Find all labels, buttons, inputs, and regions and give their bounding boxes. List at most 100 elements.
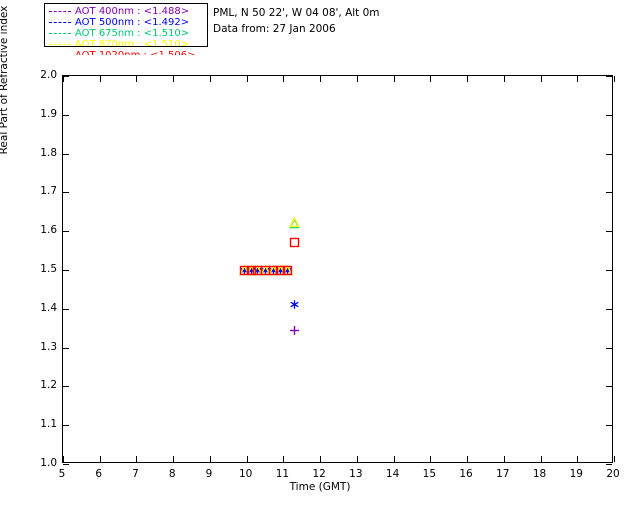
y-axis-tick [63,231,69,233]
x-axis-tick [99,456,101,462]
x-axis-tick-top [503,76,505,82]
y-axis-tick-label: 1.1 [40,418,57,431]
x-axis-tick-top [430,76,432,82]
y-axis-tick-label: 1.9 [40,107,57,120]
y-axis-tick-right [606,231,612,233]
x-axis-tick-top [99,76,101,82]
data-point-aot-500nm [289,299,300,310]
plot-frame [62,75,615,465]
x-axis-tick-label: 11 [275,468,290,480]
y-axis-tick [63,347,69,349]
x-axis-tick [63,456,64,462]
x-axis-tick-label: 18 [532,468,547,480]
y-axis-tick [63,153,69,155]
x-axis-tick-top [209,76,211,82]
y-axis-tick-right [606,464,612,465]
data-point-aot-870nm [288,216,300,228]
y-axis-tick-right [606,308,612,310]
data-point-aot-400nm [289,325,300,336]
x-axis-tick [467,456,469,462]
x-axis-tick-label: 20 [606,468,620,480]
y-axis-tick-right [606,270,612,271]
x-axis-title: Time (GMT) [289,481,351,493]
x-axis-tick [209,456,211,462]
x-axis-tick [577,456,579,462]
y-axis-tick-label: 1.2 [40,379,57,392]
legend-item-675nm: AOT 675nm : <1.510> [45,28,207,39]
y-axis-tick [63,270,69,271]
y-axis-tick [63,464,69,465]
data-point-aot-1020nm [239,265,250,276]
x-axis-tick-top [63,76,64,82]
x-axis-tick-top [356,76,358,82]
legend-item-label: AOT 870nm : <1.510> [75,39,190,47]
x-axis-tick [503,456,505,462]
legend-item-label: AOT 1020nm : <1.506> [75,50,195,55]
legend-item-500nm: AOT 500nm : <1.492> [45,17,207,28]
x-axis-tick-label: 13 [349,468,363,480]
legend-line-swatch-icon [49,11,71,12]
y-axis-tick-right [606,153,612,155]
x-axis-tick [393,456,395,462]
x-axis-tick-top [320,76,322,82]
data-point-aot-1020nm [246,265,257,276]
x-axis-tick-top [540,76,542,82]
y-axis-tick-right [606,192,612,194]
x-axis-tick [356,456,358,462]
x-axis-tick [246,456,248,462]
x-axis-tick [540,456,542,462]
x-axis-tick-label: 19 [569,468,583,480]
x-axis-tick-label: 16 [459,468,473,480]
x-axis-tick-label: 6 [95,468,103,480]
x-axis-tick [283,456,285,462]
legend-line-swatch-icon [49,33,71,34]
x-axis-tick-label: 9 [205,468,213,480]
header-text: PML, N 50 22', W 04 08', Alt 0m Data fro… [213,5,513,37]
y-axis-tick [63,76,69,77]
plot-area [63,76,615,465]
y-axis-tick-label: 1.3 [40,340,57,353]
legend-item-1020nm: AOT 1020nm : <1.506> [45,50,208,55]
y-axis-tick [63,425,69,427]
x-axis-tick-label: 5 [58,468,66,480]
legend-item-870nm: AOT 870nm : <1.510> [45,39,207,47]
x-axis-tick-label: 14 [385,468,400,480]
x-axis-tick [320,456,322,462]
x-axis-tick-label: 17 [496,468,510,480]
y-axis-tick-label: 1.4 [40,301,57,314]
x-axis-tick-label: 8 [168,468,176,480]
y-axis-title: Real Part of Refractive index [0,5,10,155]
y-axis-tick-label: 1.0 [40,457,57,469]
y-axis-tick-right [606,425,612,427]
y-axis-tick-right [606,76,612,77]
x-axis-tick [614,456,615,462]
x-axis-tick [136,456,138,462]
legend-item-label: AOT 400nm : <1.488> [75,6,190,17]
x-axis-tick [430,456,432,462]
y-axis-tick-label: 2.0 [40,69,57,81]
y-axis-tick-right [606,347,612,349]
y-axis-tick [63,386,69,388]
x-axis-tick-top [283,76,285,82]
legend-item-label: AOT 500nm : <1.492> [75,17,190,28]
legend-item-label: AOT 675nm : <1.510> [75,28,190,39]
y-axis-tick-label: 1.8 [40,146,57,159]
x-axis-tick [173,456,175,462]
data-point-aot-1020nm [282,265,293,276]
x-axis-tick-label: 10 [238,468,253,480]
x-axis-tick-top [173,76,175,82]
legend-line-swatch-icon [49,22,71,23]
y-axis-tick-right [606,386,612,388]
y-axis-tick [63,114,69,116]
x-axis-tick-top [467,76,469,82]
y-axis-tick [63,308,69,310]
x-axis-tick-top [393,76,395,82]
data-point-aot-1020nm [275,265,286,276]
legend: AOT 400nm : <1.488> AOT 500nm : <1.492> AO… [44,3,208,47]
y-axis-tick-label: 1.6 [40,224,57,237]
x-axis-tick-top [577,76,579,82]
x-axis-tick-label: 7 [132,468,139,480]
legend-line-swatch-icon [49,44,71,45]
x-axis-tick-label: 15 [422,468,437,480]
